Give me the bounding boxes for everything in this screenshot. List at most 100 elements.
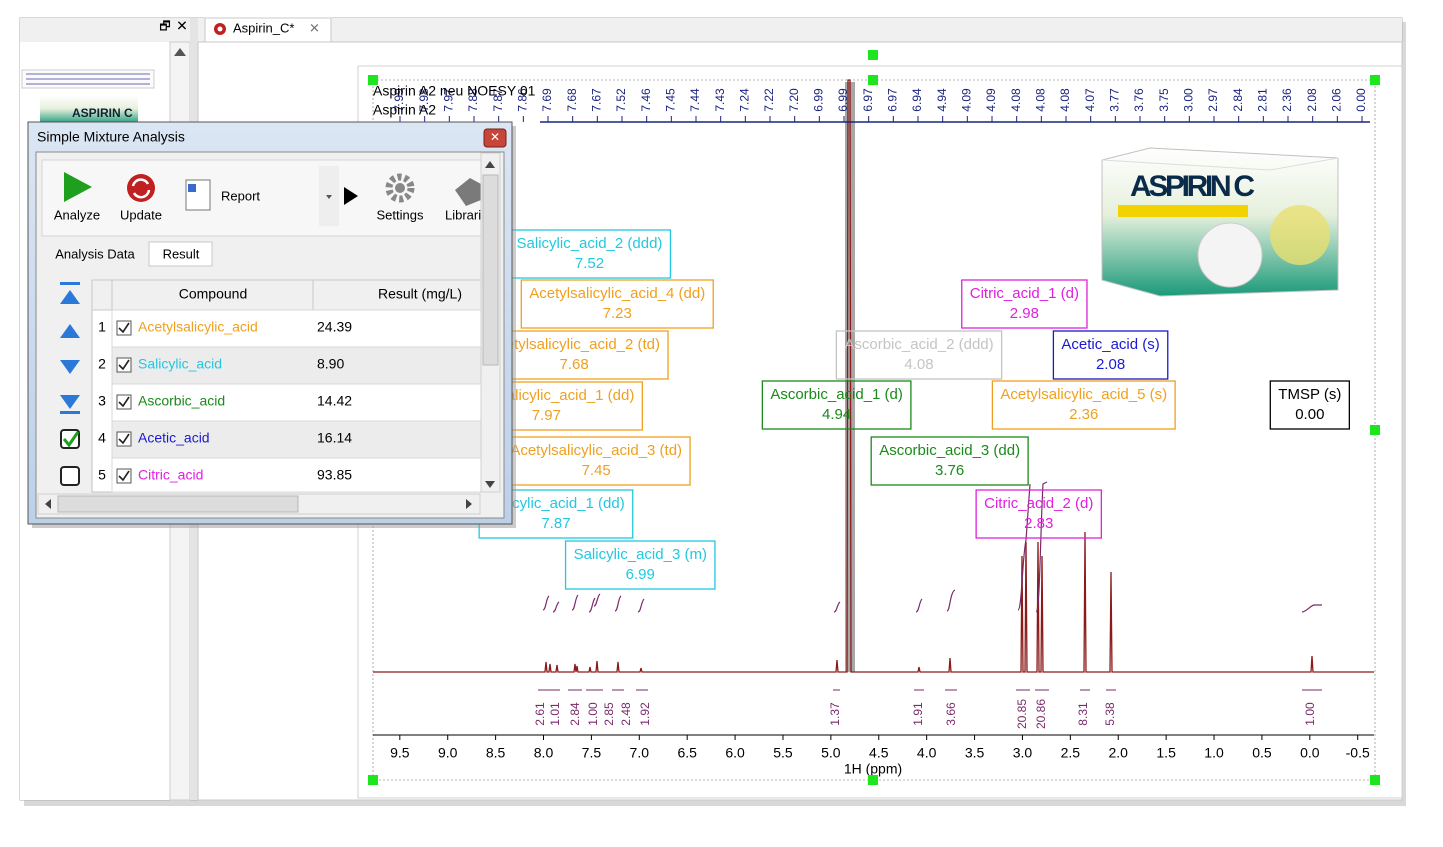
uncheck-all-button[interactable] [60,466,80,486]
toolbar-button-label[interactable]: Analyze [54,207,100,222]
annotation-name: Acetylsalicylic_acid_2 (td) [488,336,660,353]
tab-bar [198,18,1402,42]
annotation-name: Acetylsalicylic_acid_4 (dd) [529,285,705,302]
horizontal-scroll-thumb[interactable] [57,495,299,513]
toolbar-button-label[interactable]: Librari [445,207,481,222]
x-tick-label: 0.0 [1300,745,1320,761]
annotation-box[interactable] [1269,380,1351,430]
dialog-close[interactable] [483,128,507,148]
x-tick-label: 4.0 [917,745,937,761]
annotation-name: Citric_acid_2 (d) [984,495,1093,512]
x-tick-label: 9.5 [390,745,410,761]
report-icon-chart [188,184,196,192]
integral-label: 2.61 [533,702,547,726]
integral-curves [542,481,1322,613]
peak-label: 2.06 [1330,88,1344,112]
annotation-name: Acetylsalicylic_acid_3 (td) [510,442,682,459]
toolbar-button-label[interactable]: Settings [377,207,424,222]
peak-label: 7.46 [639,88,653,112]
dialog-tab-label[interactable]: Result [163,246,200,261]
x-tick-label: 9.0 [438,745,458,761]
toolbar [41,159,482,237]
table-row [111,457,482,493]
peak-label: 2.81 [1256,88,1270,112]
annotation-shift: 7.23 [603,305,632,322]
peak-label: 6.99 [836,88,850,112]
annotation-name: Ascorbic_acid_2 (ddd) [844,336,993,353]
peak-label: 7.98 [417,88,431,112]
annotation-shift: 2.83 [1024,515,1053,532]
peak-label: 7.97 [442,88,456,112]
annotation-shift: 7.87 [541,515,570,532]
peak-label: 2.97 [1206,88,1220,112]
selection-handles[interactable] [368,50,1380,785]
x-tick-label: 5.5 [773,745,793,761]
annotation-shift: 2.08 [1096,356,1125,373]
annotation-box[interactable] [870,436,1029,486]
annotation-box[interactable] [835,330,1003,380]
annotation-name: Acetylsalicylic_acid_5 (s) [1000,386,1167,403]
x-tick-label: 5.0 [821,745,841,761]
row-order-buttons[interactable] [60,282,80,414]
peak-label: 7.86 [516,88,530,112]
close-icon[interactable]: ✕ [176,18,188,34]
peak-label: 6.94 [910,88,924,112]
annotation-box[interactable] [961,279,1088,329]
result-value: 93.85 [317,467,352,483]
spectrum: 1H (ppm) ASPIRIN C 9.5 9.0 8.5 8.0 7.5 7.0 6.5… [372,79,1376,781]
peak-label: 7.87 [491,88,505,112]
result-tab[interactable] [148,241,213,267]
dropdown-arrow [326,195,332,199]
compound-name: Citric_acid [138,467,203,483]
settings-icon [385,173,415,203]
row-checkmark [118,470,130,482]
peak-label: 7.67 [590,88,604,112]
integral-label: 2.48 [619,702,633,726]
scroll-up-arrow[interactable] [174,48,186,56]
peak-label: 7.45 [664,88,678,112]
spectrum-title: Aspirin A2 neu NOESY 01 [373,83,536,99]
annotation-name: TMSP (s) [1278,386,1341,403]
annotation-box[interactable] [991,380,1176,430]
annotation-shift: 4.94 [822,406,851,423]
dialog-tab-label[interactable]: Analysis Data [55,246,135,261]
toolbar-button-label[interactable]: Report [221,188,260,203]
peak-label: 4.07 [1083,88,1097,112]
restore-icon[interactable]: 🗗 [159,19,170,33]
peak-label: 3.00 [1182,88,1196,112]
annotation-box[interactable] [520,279,714,329]
annotation-box[interactable] [1052,330,1169,380]
toolbar-more-arrow[interactable] [344,187,358,205]
tab-close[interactable]: ✕ [309,20,320,35]
vertical-scroll-thumb[interactable] [482,174,499,366]
thumbnail-image [40,96,138,124]
peak-label: 6.99 [812,88,826,112]
row-number: 5 [98,467,106,483]
table-row [111,420,482,459]
x-tick-label: -0.5 [1346,745,1370,761]
integral-label: 1.01 [548,702,562,726]
annotation-box[interactable] [975,489,1102,539]
peak-label: 7.99 [392,88,406,112]
peak-label: 7.88 [466,88,480,112]
peak-label: 2.84 [1231,88,1245,112]
spectrum-line [373,79,1374,673]
x-tick-label: 4.5 [869,745,889,761]
peak-label: 7.69 [540,88,554,112]
peak-label: 7.52 [614,88,628,112]
result-value: 24.39 [317,319,352,335]
annotation-shift: 7.97 [532,407,561,424]
annotation-box[interactable] [761,380,912,430]
integral-label: 20.86 [1034,699,1048,729]
annotation-name: Citric_acid_1 (d) [970,285,1079,302]
x-tick-label: 3.5 [965,745,985,761]
annotation-name: Ascorbic_acid_1 (d) [770,386,903,403]
x-tick-label: 7.0 [630,745,650,761]
toolbar-button-label[interactable]: Update [120,207,162,222]
integral-label: 20.85 [1015,699,1029,729]
x-tick-label: 3.0 [1013,745,1033,761]
row-number: 2 [98,356,106,372]
annotation-box[interactable] [564,540,716,590]
document-tab[interactable] [204,17,332,43]
integral-label: 8.31 [1076,702,1090,726]
